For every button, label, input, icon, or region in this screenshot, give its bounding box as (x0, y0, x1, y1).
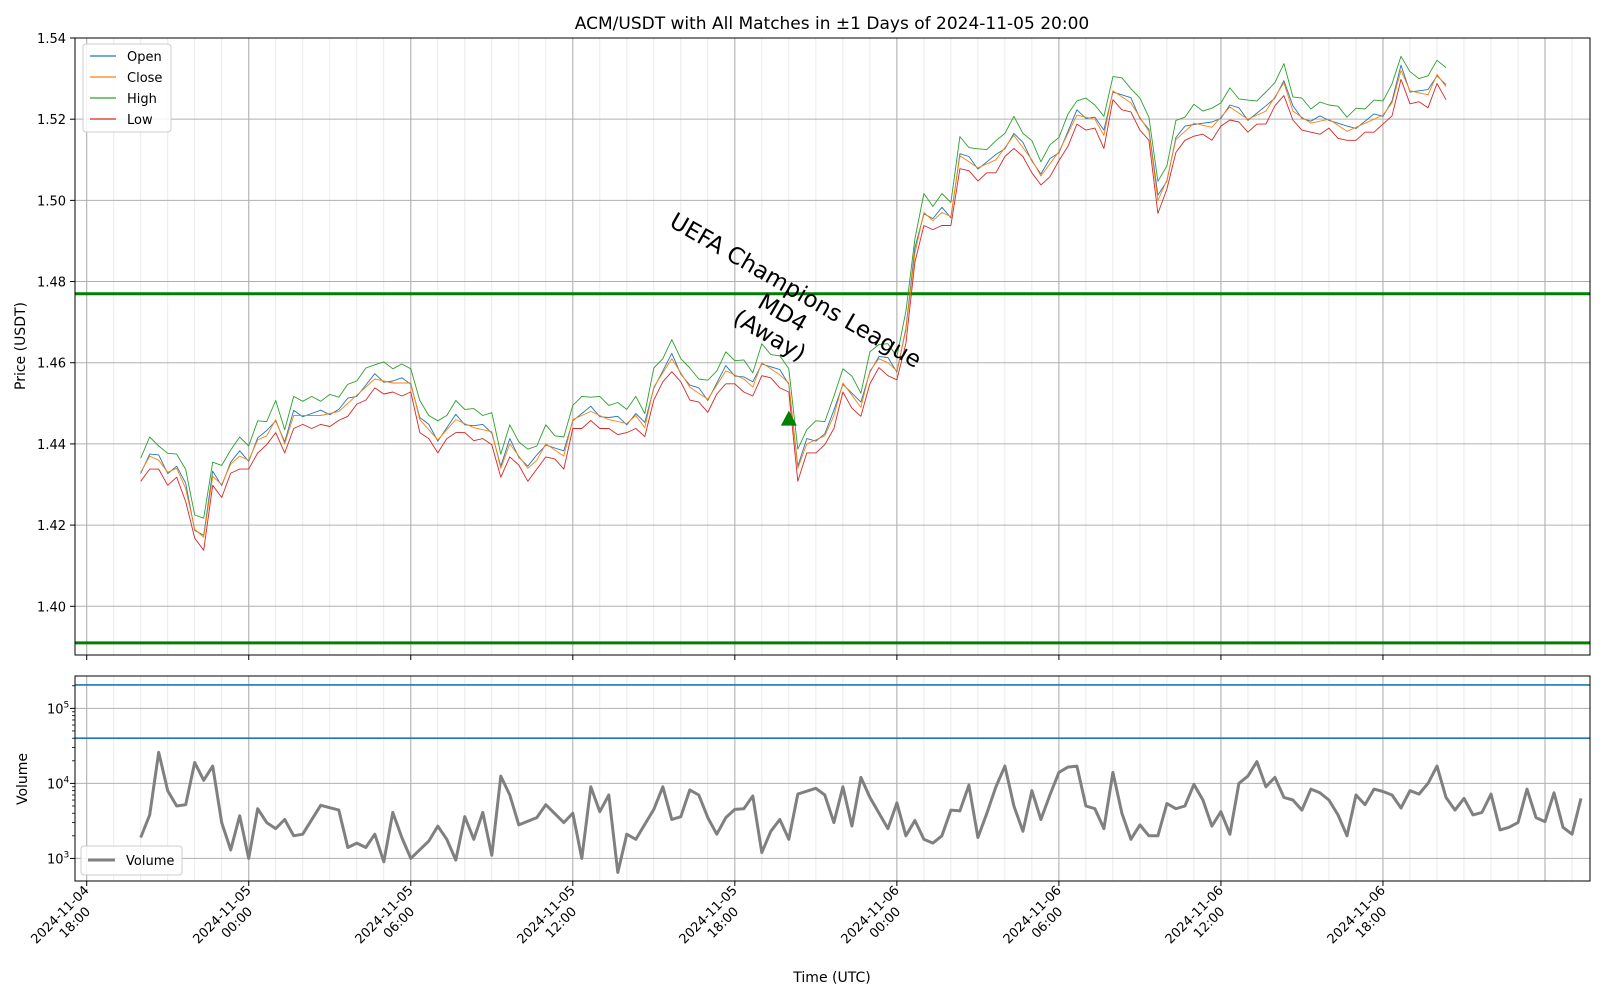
x-tick-label: 2024-11-0418:00 (28, 883, 103, 958)
y-tick-label: 105 (47, 700, 69, 717)
y-tick-label: 1.48 (37, 276, 66, 291)
series-line-high (140, 55, 1447, 519)
legend-label-volume: Volume (126, 854, 174, 869)
legend-label-close: Close (127, 71, 162, 86)
x-tick-label: 2024-11-0518:00 (677, 883, 752, 958)
volume-grid (75, 676, 1590, 881)
y-tick-label: 1.52 (37, 113, 66, 128)
x-tick-label: 2024-11-0512:00 (515, 883, 590, 958)
price-y-axis-label: Price (USDT) (13, 302, 29, 390)
volume-series-group (139, 750, 1583, 874)
y-tick-label: 1.44 (37, 438, 66, 453)
price-plot-background (75, 38, 1590, 655)
x-tick-label: 2024-11-0606:00 (1001, 883, 1076, 958)
y-tick-label: 1.40 (37, 600, 66, 615)
y-tick-label: 1.50 (37, 194, 66, 209)
volume-y-axis-label: Volume (15, 753, 31, 805)
match-marker-triangle (780, 410, 797, 426)
legend-label-open: Open (127, 50, 162, 65)
volume-horizontal-lines (75, 684, 1590, 740)
legend-label-high: High (127, 92, 157, 107)
y-tick-exponent: 5 (64, 700, 70, 710)
price-panel: UEFA Champions LeagueMD4(Away) 1.401.421… (13, 14, 1591, 660)
price-legend: Open Close High Low (82, 43, 172, 133)
price-grid (75, 37, 1590, 655)
legend-box (80, 845, 183, 876)
price-horizontal-lines (75, 292, 1590, 645)
y-tick-exponent: 4 (64, 775, 70, 785)
x-tick-label: 2024-11-0600:00 (839, 883, 914, 958)
y-tick-label: 1.46 (37, 357, 66, 372)
chart-title: ACM/USDT with All Matches in ±1 Days of … (575, 14, 1089, 34)
volume-x-ticks: 2024-11-0418:00 2024-11-0500:00 2024-11-05… (28, 881, 1400, 958)
y-tick-label: 104 (47, 775, 70, 792)
series-line-low (140, 78, 1447, 551)
y-tick-base: 10 (47, 777, 64, 792)
y-tick-label: 1.42 (37, 519, 66, 534)
price-x-ticks (86, 655, 1384, 660)
x-tick-label: 2024-11-0500:00 (191, 883, 266, 958)
legend-box (82, 43, 172, 133)
series-line-close (140, 70, 1447, 538)
volume-plot-background (75, 676, 1590, 881)
price-y-ticks: 1.40 1.42 1.44 1.46 1.48 1.50 1.52 1.54 (37, 32, 75, 615)
y-tick-base: 10 (47, 852, 64, 867)
x-tick-label: 2024-11-0618:00 (1325, 883, 1400, 958)
volume-plot-frame (74, 675, 1591, 882)
x-tick-label: 2024-11-0506:00 (353, 883, 428, 958)
legend-label-low: Low (127, 113, 153, 128)
y-tick-base: 10 (47, 702, 64, 717)
price-plot-frame (74, 37, 1591, 656)
x-axis-label: Time (UTC) (792, 970, 870, 986)
x-tick-label: 2024-11-0612:00 (1163, 883, 1238, 958)
y-tick-label: 1.54 (37, 32, 66, 47)
series-line-volume (139, 750, 1583, 874)
y-tick-exponent: 3 (64, 850, 70, 860)
y-tick-label: 103 (47, 850, 69, 867)
volume-legend: Volume (80, 845, 183, 876)
